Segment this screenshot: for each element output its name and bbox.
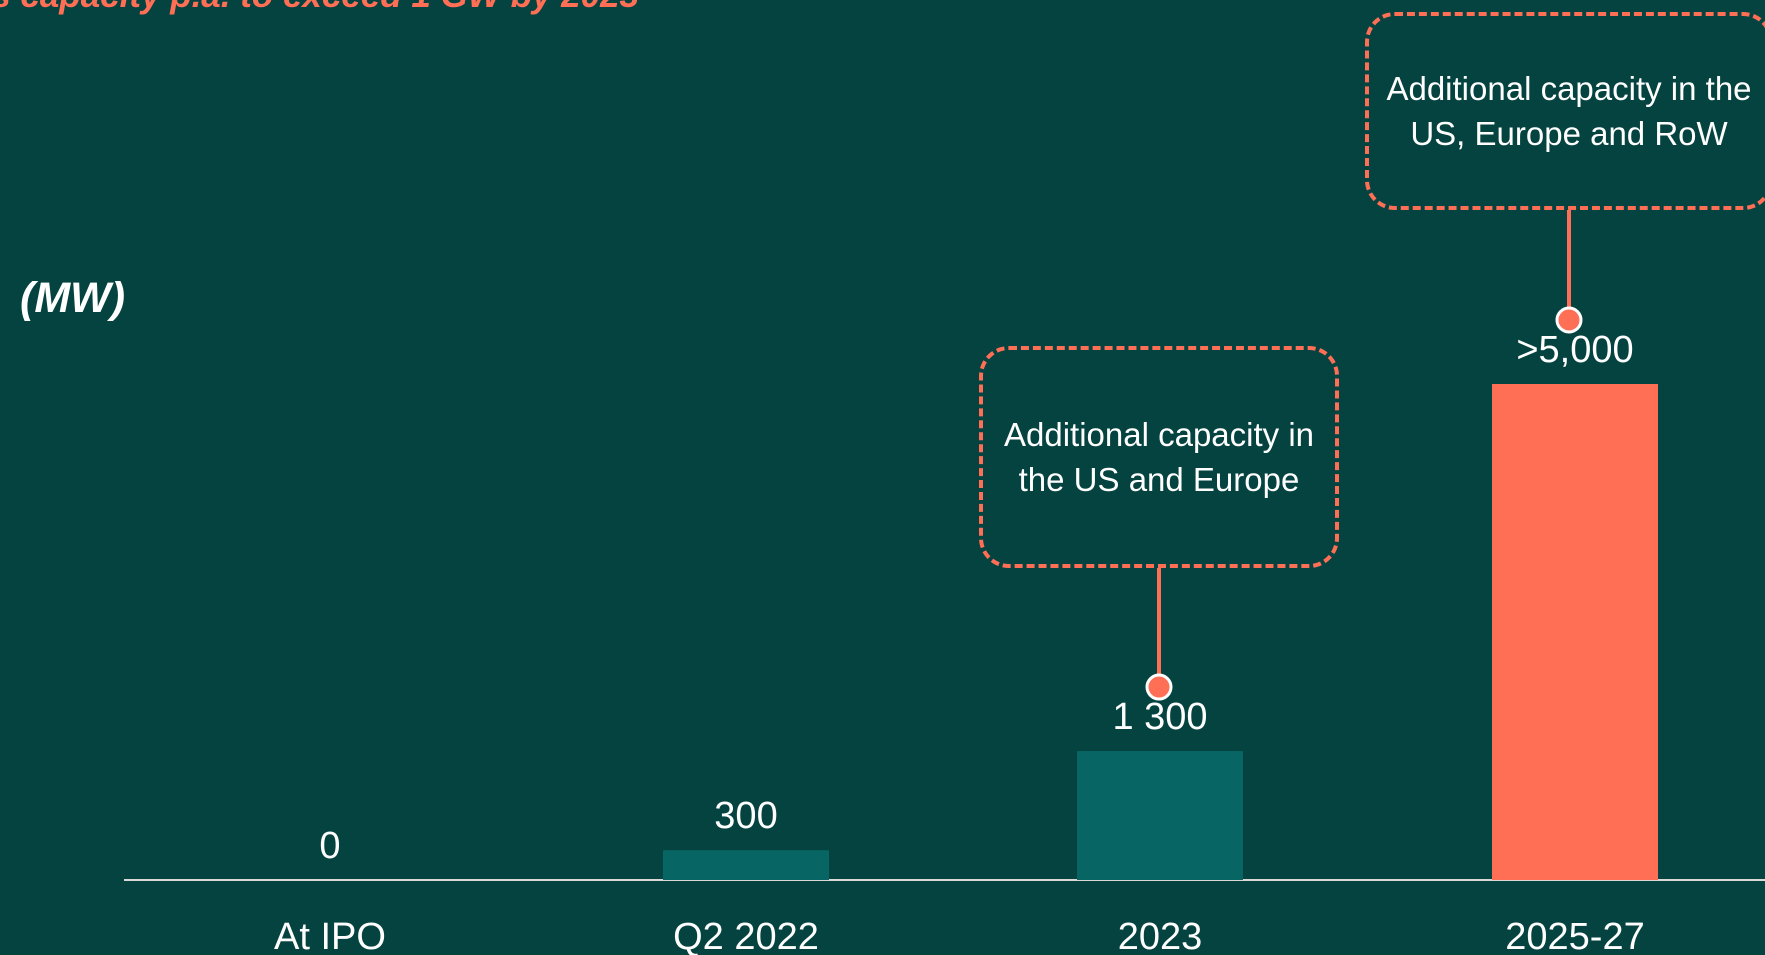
callout-dot-2023 <box>1145 673 1173 701</box>
callout-dot-2025-27 <box>1555 306 1583 334</box>
bar-value-label-2023: 1 300 <box>1112 696 1207 738</box>
x-tick-label-at-ipo: At IPO <box>274 916 386 955</box>
bar-value-label-at-ipo: 0 <box>319 825 340 867</box>
bar-2025-27 <box>1492 384 1658 880</box>
x-tick-label-2025-27: 2025-27 <box>1505 916 1644 955</box>
y-axis-label: (MW) <box>20 274 126 322</box>
x-tick-label-2023: 2023 <box>1118 916 1203 955</box>
chart-title: sis capacity p.a. to exceed 1 GW by 2023 <box>0 0 639 16</box>
bar-q2-2022 <box>663 850 829 880</box>
callout-2025-27: Additional capacity in the US, Europe an… <box>1365 12 1765 210</box>
x-tick-label-q2-2022: Q2 2022 <box>673 916 819 955</box>
bars-group <box>663 384 1658 880</box>
bar-2023 <box>1077 751 1243 880</box>
bar-value-label-q2-2022: 300 <box>714 795 777 837</box>
bar-value-label-2025-27: >5,000 <box>1516 329 1633 371</box>
callout-connectors <box>1145 210 1583 701</box>
labels-group: 0 At IPO 300 Q2 2022 1 300 2023 >5,000 2025-27 <box>274 329 1645 955</box>
callout-2023: Additional capacity in the US and Europe <box>979 346 1339 568</box>
